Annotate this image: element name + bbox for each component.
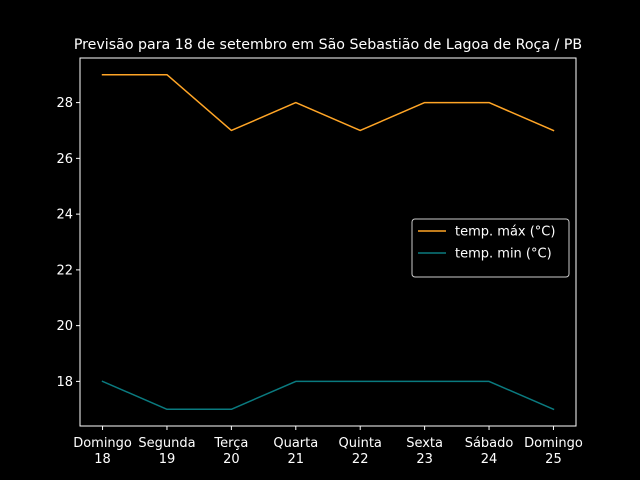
x-tick-label-date: 20 bbox=[223, 452, 240, 467]
y-tick-label: 22 bbox=[56, 263, 73, 278]
y-tick-label: 20 bbox=[56, 319, 73, 334]
x-tick-label-day: Domingo bbox=[524, 436, 583, 451]
legend-label: temp. máx (°C) bbox=[455, 225, 555, 240]
x-tick-label-day: Quarta bbox=[273, 436, 318, 451]
x-tick-label-day: Domingo bbox=[73, 436, 132, 451]
x-tick-label-date: 23 bbox=[416, 452, 433, 467]
x-tick-label-date: 21 bbox=[288, 452, 305, 467]
y-tick-label: 24 bbox=[56, 208, 73, 223]
chart-title: Previsão para 18 de setembro em São Seba… bbox=[74, 37, 582, 53]
chart-legend: temp. máx (°C) temp. min (°C) bbox=[411, 218, 570, 278]
x-tick-label-date: 22 bbox=[352, 452, 369, 467]
x-tick-label-day: Sábado bbox=[465, 436, 514, 451]
plot-area: 182022242628Domingo18Segunda19Terça20Qua… bbox=[56, 57, 583, 467]
y-tick-label: 26 bbox=[56, 152, 73, 167]
legend-label: temp. min (°C) bbox=[455, 247, 552, 262]
x-tick-label-date: 24 bbox=[481, 452, 498, 467]
axes-frame bbox=[79, 57, 577, 427]
y-tick-label: 18 bbox=[56, 375, 73, 390]
legend-box bbox=[411, 218, 570, 278]
series-line-max bbox=[101, 73, 555, 132]
x-tick-label-day: Sexta bbox=[406, 436, 443, 451]
x-tick-label-day: Quinta bbox=[339, 436, 382, 451]
series-line-min bbox=[101, 380, 555, 411]
x-tick-label-date: 19 bbox=[159, 452, 176, 467]
x-tick-label-date: 25 bbox=[545, 452, 562, 467]
x-tick-label-date: 18 bbox=[94, 452, 111, 467]
x-tick-label-day: Terça bbox=[213, 436, 248, 451]
x-tick-label-day: Segunda bbox=[138, 436, 195, 451]
y-tick-label: 28 bbox=[56, 96, 73, 111]
